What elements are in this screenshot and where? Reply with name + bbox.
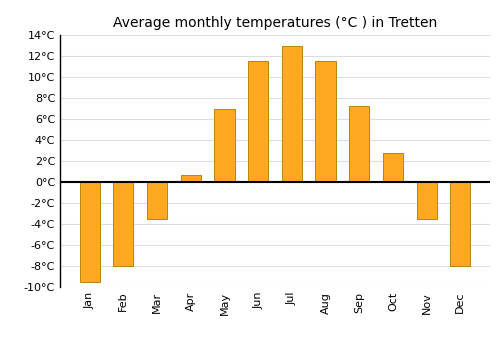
Bar: [282, 46, 302, 182]
Bar: [113, 182, 134, 266]
Bar: [450, 182, 470, 266]
Bar: [416, 182, 437, 219]
Title: Average monthly temperatures (°C ) in Tretten: Average monthly temperatures (°C ) in Tr…: [113, 16, 437, 30]
Bar: [248, 61, 268, 182]
Bar: [214, 108, 234, 182]
Bar: [349, 106, 370, 182]
Bar: [180, 175, 201, 182]
Bar: [316, 61, 336, 182]
Bar: [147, 182, 167, 219]
Bar: [383, 153, 403, 182]
Bar: [80, 182, 100, 282]
